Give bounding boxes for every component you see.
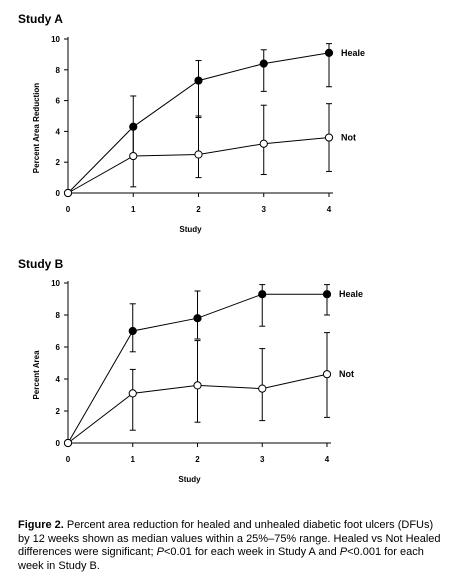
- chart2-y-tick-label: 4: [56, 375, 61, 384]
- chart2-not-healed-data-point: [128, 389, 137, 398]
- chart1-not-healed-data-point: [259, 139, 268, 148]
- caption-p-symbol-1: P: [156, 546, 164, 558]
- chart2-y-axis-label: Percent Area: [32, 350, 41, 400]
- chart1-healed-data-point: [194, 76, 203, 85]
- chart2-x-tick-label: 0: [66, 455, 71, 464]
- chart2-x-tick-label: 1: [131, 455, 136, 464]
- caption-p-symbol-2: P: [339, 546, 348, 558]
- chart2-x-tick-label: 2: [195, 455, 200, 464]
- chart1-healed-data-point: [324, 48, 334, 57]
- chart2-y-tick-label: 2: [56, 407, 61, 416]
- chart2-y-tick-label: 10: [51, 279, 60, 288]
- chart2-x-tick-label: 3: [260, 455, 265, 464]
- caption-text-3: <0.001 for each week in Study B.: [18, 546, 424, 572]
- chart2-not-healed-series-label: Not: [339, 369, 354, 379]
- caption-text-2: <0.01 for each week in Study A and: [163, 546, 340, 558]
- chart1-y-tick-label: 10: [51, 35, 60, 44]
- chart2-x-axis-label: Study: [178, 475, 201, 484]
- chart1-not-healed-data-point: [129, 151, 138, 161]
- chart1-y-tick-label: 0: [56, 189, 61, 198]
- chart1-x-tick-label: 4: [327, 205, 332, 214]
- chart1-x-tick-label: 0: [66, 205, 71, 214]
- chart1-healed-series-label: Heale: [341, 48, 365, 58]
- chart1-not-healed-series-label: Not: [341, 133, 356, 143]
- chart2-not-healed-data-point: [193, 381, 202, 390]
- figure-caption: Figure 2. Percent area reduction for hea…: [18, 519, 446, 573]
- chart1-y-axis-label: Percent Area Reduction: [32, 83, 41, 174]
- chart2-not-healed-data-point: [63, 438, 73, 448]
- chart2-healed-data-point: [322, 290, 332, 299]
- chart2-y-tick-label: 0: [56, 439, 61, 448]
- chart2-x-tick-label: 4: [325, 455, 330, 464]
- chart1-x-tick-label: 2: [196, 205, 201, 214]
- caption-text-1: Percent area reduction for healed and un…: [18, 519, 441, 558]
- chart1-y-tick-label: 8: [56, 66, 61, 75]
- chart1-not-healed-data-point: [63, 188, 73, 198]
- chart1-x-axis-label: Study: [179, 225, 202, 234]
- chart2-healed-data-point: [258, 290, 267, 299]
- chart1-title: Study A: [18, 12, 63, 26]
- chart2-healed-data-point: [128, 326, 137, 336]
- chart2-title: Study B: [18, 257, 64, 271]
- chart1-x-tick-label: 3: [262, 205, 267, 214]
- chart2-not-healed-data-point: [322, 370, 332, 379]
- chart1-y-tick-label: 4: [56, 127, 61, 136]
- chart1-y-tick-label: 6: [56, 97, 61, 106]
- chart1-not-healed-data-point: [324, 133, 334, 142]
- chart1-healed-data-point: [259, 59, 268, 68]
- chart1-not-healed-data-point: [194, 150, 203, 159]
- caption-label: Figure 2.: [18, 519, 64, 531]
- chart1-x-tick-label: 1: [131, 205, 136, 214]
- chart2-healed-series-label: Heale: [339, 289, 363, 299]
- chart2-not-healed-data-point: [258, 384, 267, 393]
- chart2-healed-data-point: [193, 314, 202, 323]
- chart2-y-tick-label: 8: [56, 311, 61, 320]
- chart2-y-tick-label: 6: [56, 343, 61, 352]
- chart1-y-tick-label: 2: [56, 158, 61, 167]
